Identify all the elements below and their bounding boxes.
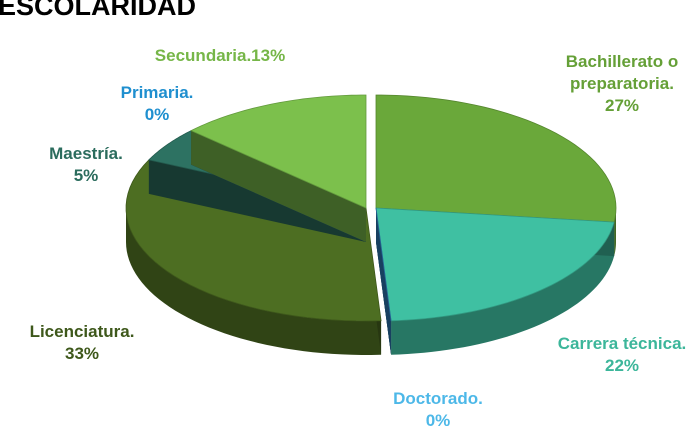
slice-side: [614, 208, 616, 257]
slice-cut: [191, 130, 366, 242]
slice: [190, 94, 367, 242]
value-label: 0%: [144, 105, 170, 124]
data-label: Doctorado. 0%: [368, 388, 508, 432]
value-label: 22%: [604, 356, 640, 375]
value-label: 5%: [73, 166, 99, 185]
data-label: Licenciatura. 33%: [12, 321, 152, 365]
slice-top: [190, 94, 367, 209]
category-label: Carrera técnica.: [557, 334, 687, 353]
slice: [375, 207, 615, 355]
category-label: Bachillerato o preparatoria.: [565, 52, 679, 93]
slice-top: [375, 207, 615, 322]
category-label: Licenciatura.: [29, 322, 135, 341]
category-label: Doctorado.: [393, 389, 483, 408]
chart-title: ESCOLARIDAD: [0, 0, 197, 21]
value-label: 13%: [251, 46, 286, 65]
data-label: Primaria. 0%: [87, 82, 227, 126]
value-label: 27%: [604, 96, 640, 115]
slice-top: [375, 94, 617, 223]
value-label: 0%: [425, 411, 451, 430]
slice-side: [126, 208, 382, 355]
data-label: Bachillerato o preparatoria. 27%: [562, 51, 682, 117]
slice-side: [391, 222, 615, 355]
category-label: Secundaria.: [154, 46, 252, 65]
data-label: Maestría. 5%: [16, 143, 156, 187]
value-label: 33%: [64, 344, 100, 363]
data-label: Carrera técnica. 22%: [552, 333, 690, 377]
category-label: Primaria.: [120, 83, 194, 102]
data-label: Secundaria.13%: [150, 45, 290, 67]
slice-cut: [376, 208, 392, 355]
category-label: Maestría.: [49, 144, 123, 163]
slice-cut: [148, 159, 366, 242]
